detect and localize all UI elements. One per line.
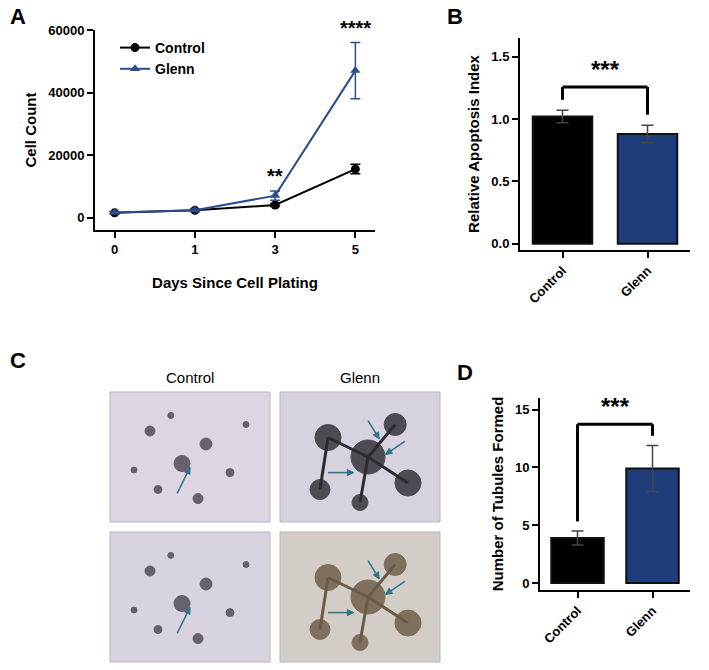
svg-text:Relative Apoptosis Index: Relative Apoptosis Index <box>465 54 482 232</box>
svg-text:40000: 40000 <box>48 85 84 100</box>
svg-text:1: 1 <box>191 242 198 257</box>
svg-text:5: 5 <box>352 242 359 257</box>
svg-text:****: **** <box>340 17 371 39</box>
svg-text:Number of Tubules Formed: Number of Tubules Formed <box>489 397 506 592</box>
svg-text:D: D <box>457 360 473 385</box>
svg-text:**: ** <box>267 165 283 187</box>
svg-text:Glenn: Glenn <box>623 603 660 640</box>
svg-text:Control: Control <box>166 369 214 386</box>
svg-text:***: *** <box>591 56 620 83</box>
svg-text:Days Since Cell Plating: Days Since Cell Plating <box>152 274 318 291</box>
svg-text:20000: 20000 <box>48 148 84 163</box>
svg-text:1.0: 1.0 <box>491 112 509 127</box>
svg-text:1.5: 1.5 <box>491 49 509 64</box>
svg-text:Glenn: Glenn <box>618 263 655 300</box>
svg-text:B: B <box>447 4 463 29</box>
svg-text:3: 3 <box>272 242 279 257</box>
svg-text:15: 15 <box>515 402 529 417</box>
svg-text:10: 10 <box>515 460 529 475</box>
svg-text:0.5: 0.5 <box>491 174 509 189</box>
svg-text:0: 0 <box>111 242 118 257</box>
svg-text:0: 0 <box>77 210 84 225</box>
svg-text:Control: Control <box>155 40 205 56</box>
svg-text:0.0: 0.0 <box>491 236 509 251</box>
svg-text:A: A <box>10 4 26 29</box>
svg-text:5: 5 <box>522 518 529 533</box>
svg-text:60000: 60000 <box>48 23 84 38</box>
svg-text:Control: Control <box>526 263 569 306</box>
svg-text:0: 0 <box>522 576 529 591</box>
svg-text:Cell Count: Cell Count <box>22 93 39 168</box>
svg-text:***: *** <box>601 393 630 420</box>
svg-text:C: C <box>10 348 26 373</box>
svg-text:Glenn: Glenn <box>340 369 380 386</box>
svg-text:Glenn: Glenn <box>155 61 195 77</box>
svg-text:Control: Control <box>541 603 584 646</box>
